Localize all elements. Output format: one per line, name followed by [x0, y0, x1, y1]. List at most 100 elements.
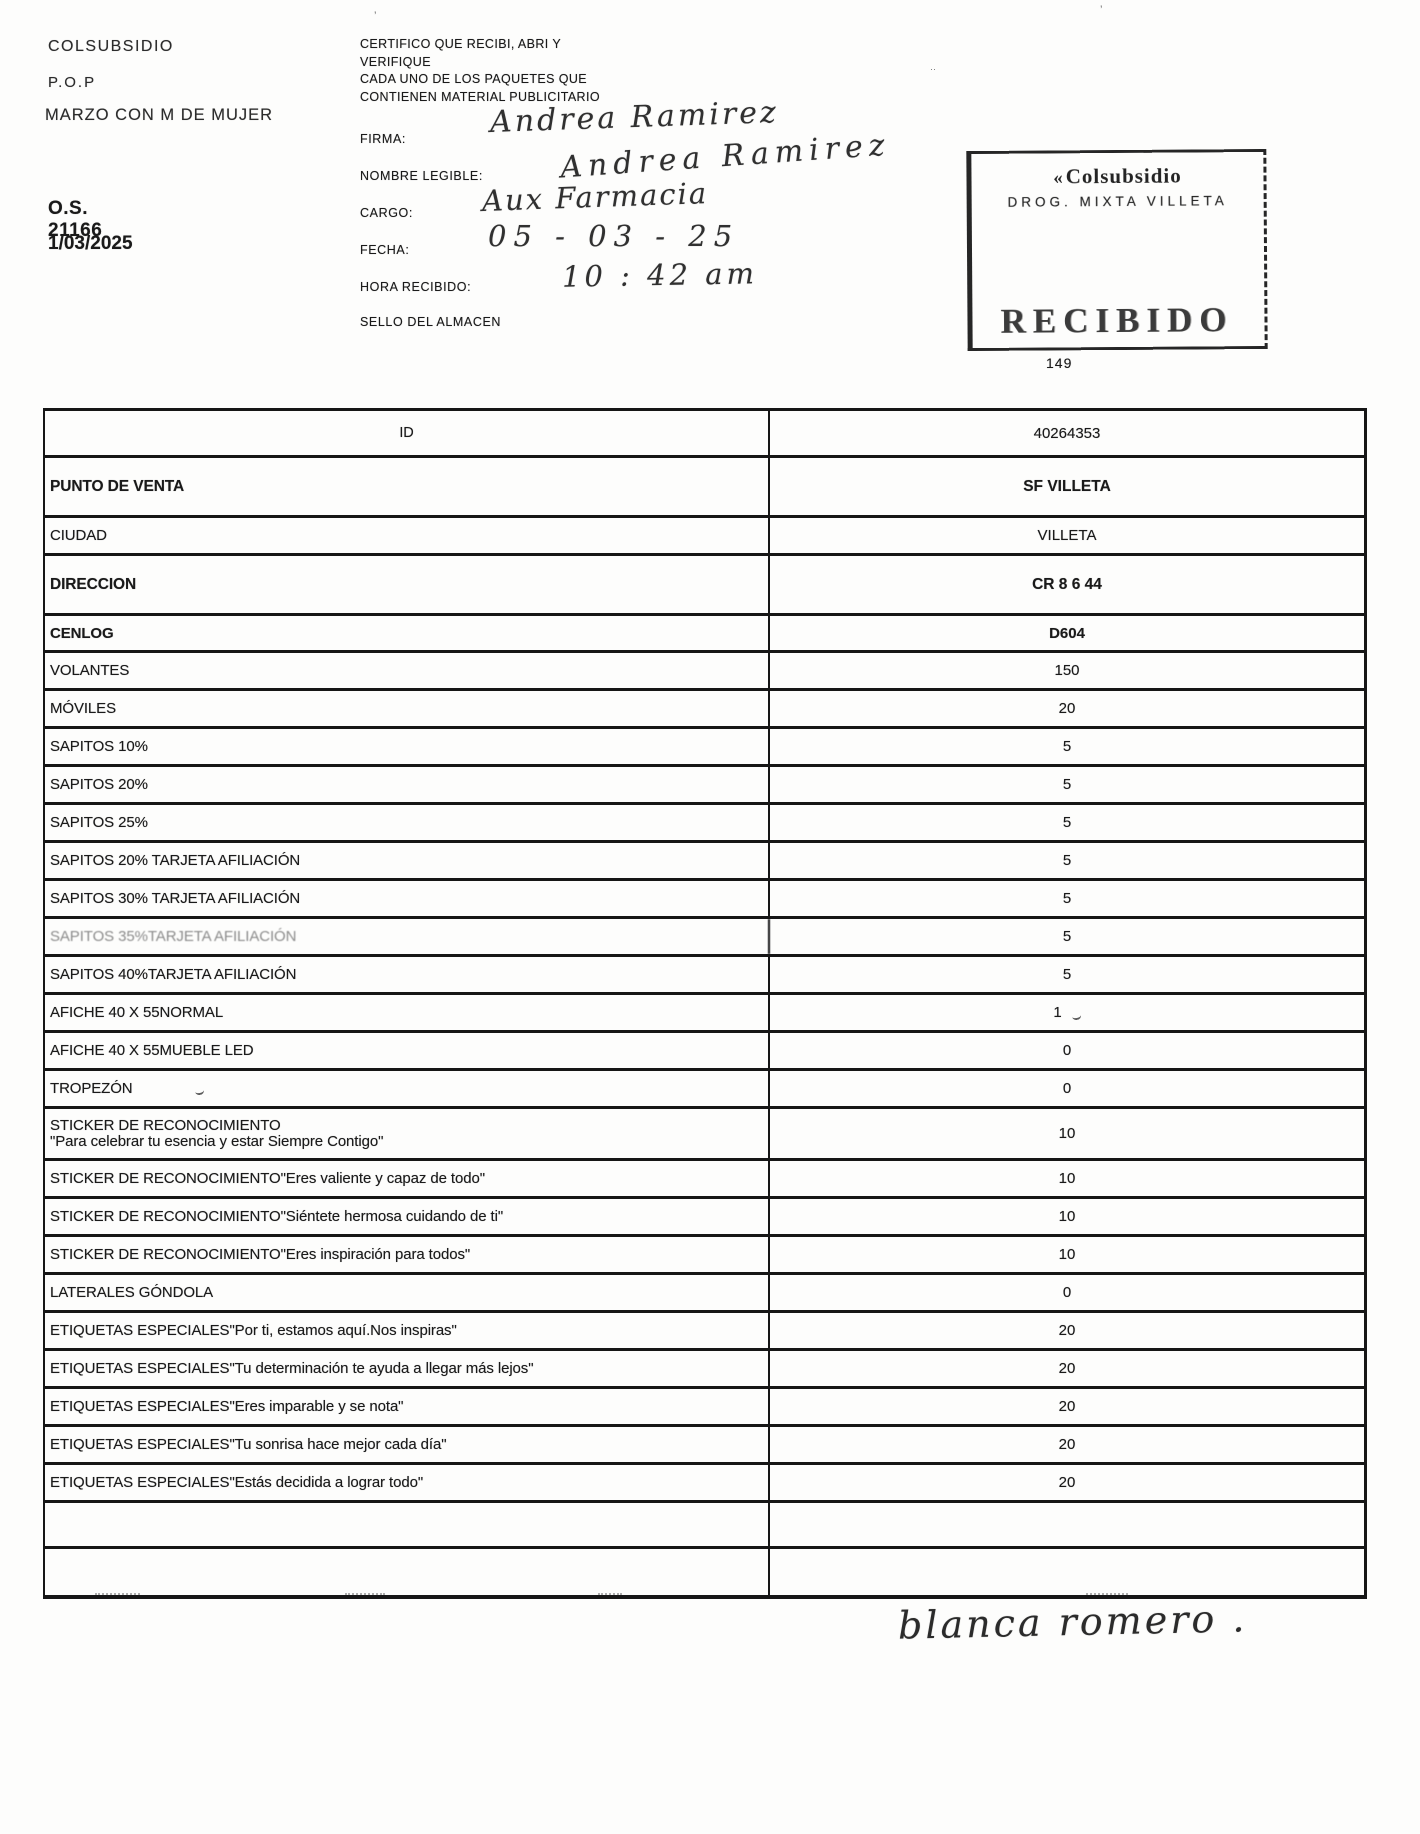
row-label: STICKER DE RECONOCIMIENTO — [50, 1116, 281, 1134]
colsubsidio-logo-icon: « — [1053, 167, 1064, 189]
row-label: PUNTO DE VENTA — [50, 477, 185, 495]
order-date: 1/03/2025 — [48, 233, 133, 254]
row-label: DIRECCION — [50, 575, 137, 593]
row-value: 20 — [1058, 1360, 1076, 1377]
row-value-cell: 40264353 — [770, 411, 1364, 455]
table-row: SAPITOS 40%TARJETA AFILIACIÓN 5 — [45, 957, 1364, 995]
handwritten-value: Andrea Ramirez — [559, 127, 892, 186]
handwritten-value: 05 - 03 - 25 — [488, 219, 740, 253]
certification-line: CERTIFICO QUE RECIBI, ABRI Y — [360, 37, 562, 51]
field-label: FECHA: — [360, 243, 410, 257]
row-label-cell — [45, 1503, 770, 1546]
certification-field: HORA RECIBIDO: 10 : 42 am — [360, 256, 758, 296]
campaign-name: MARZO CON M DE MUJER — [45, 106, 274, 124]
row-label-cell: SAPITOS 20% TARJETA AFILIACIÓN — [45, 843, 770, 878]
row-label-cell: VOLANTES — [45, 653, 770, 688]
row-value-cell: 5 — [770, 919, 1364, 954]
certification-field: FECHA: 05 - 03 - 25 — [360, 219, 732, 259]
program-label: P.O.P — [48, 74, 97, 91]
row-value-cell: 5 — [770, 843, 1364, 878]
row-label-cell — [45, 1549, 770, 1595]
row-label: LATERALES GÓNDOLA — [50, 1284, 214, 1301]
certification-field: CARGO: Aux Farmacia — [360, 176, 709, 222]
row-value: 5 — [1062, 814, 1072, 831]
row-label-cell: STICKER DE RECONOCIMIENTO"Eres inspiraci… — [45, 1237, 770, 1272]
reception-stamp: «Colsubsidio DROG. MIXTA VILLETA RECIBID… — [966, 148, 1268, 352]
row-label-cell: LATERALES GÓNDOLA — [45, 1275, 770, 1310]
row-label-cell: SAPITOS 40%TARJETA AFILIACIÓN — [45, 957, 770, 992]
row-value: 20 — [1058, 1436, 1076, 1453]
table-row: ETIQUETAS ESPECIALES"Eres imparable y se… — [45, 1389, 1364, 1427]
table-row: CENLOG D604 — [45, 616, 1364, 653]
row-label-cell: ETIQUETAS ESPECIALES"Tu determinación te… — [45, 1351, 770, 1386]
table-row: SAPITOS 20% TARJETA AFILIACIÓN 5 — [45, 843, 1364, 881]
row-value: 20 — [1058, 1474, 1076, 1491]
table-row: STICKER DE RECONOCIMIENTO"Eres inspiraci… — [45, 1237, 1364, 1275]
scan-speck: ·· — [930, 64, 936, 74]
handwritten-value: 10 : 42 am — [561, 256, 759, 294]
row-value: CR 8 6 44 — [1032, 575, 1102, 593]
table-row: ETIQUETAS ESPECIALES"Tu sonrisa hace mej… — [45, 1427, 1364, 1465]
scan-smudge — [598, 1593, 622, 1595]
row-label-cell: TROPEZÓN — [45, 1071, 770, 1106]
table-row: TROPEZÓN 0 — [45, 1071, 1364, 1109]
field-label: HORA RECIBIDO: — [360, 280, 472, 294]
table-row: PUNTO DE VENTA SF VILLETA — [45, 458, 1364, 518]
field-label: NOMBRE LEGIBLE: — [360, 169, 483, 183]
row-label: ID — [399, 425, 414, 441]
row-label-cell: PUNTO DE VENTA — [45, 458, 770, 515]
row-label-cell: STICKER DE RECONOCIMIENTO"Eres valiente … — [45, 1161, 770, 1196]
stamp-status: RECIBIDO — [1000, 300, 1234, 341]
row-value-cell: 0 — [770, 1033, 1364, 1068]
row-label-cell: SAPITOS 30% TARJETA AFILIACIÓN — [45, 881, 770, 916]
row-value-cell: 20 — [770, 1465, 1364, 1500]
row-value-cell: VILLETA — [770, 518, 1364, 553]
row-value: 20 — [1058, 1398, 1076, 1415]
row-label: ETIQUETAS ESPECIALES"Por ti, estamos aqu… — [50, 1322, 457, 1339]
ink-mark — [193, 1085, 205, 1096]
row-value-cell: 10 — [770, 1109, 1364, 1158]
table-row: VOLANTES 150 — [45, 653, 1364, 691]
table-row: SAPITOS 10% 5 — [45, 729, 1364, 767]
row-label: STICKER DE RECONOCIMIENTO"Eres valiente … — [50, 1170, 485, 1187]
row-value-cell: 5 — [770, 957, 1364, 992]
row-value-cell: 20 — [770, 1351, 1364, 1386]
stamp-brand-text: Colsubsidio — [1065, 163, 1182, 189]
row-label: MÓVILES — [50, 700, 116, 717]
row-label-cell: DIRECCION — [45, 556, 770, 613]
scan-smudge — [1086, 1593, 1128, 1595]
table-row: ETIQUETAS ESPECIALES"Por ti, estamos aqu… — [45, 1313, 1364, 1351]
row-value: 5 — [1062, 890, 1072, 907]
row-label: AFICHE 40 X 55MUEBLE LED — [50, 1042, 254, 1059]
row-value: 20 — [1058, 1322, 1076, 1339]
row-label: AFICHE 40 X 55NORMAL — [50, 1004, 224, 1021]
table-row: SAPITOS 30% TARJETA AFILIACIÓN 5 — [45, 881, 1364, 919]
row-value-cell: D604 — [770, 616, 1364, 650]
field-label: SELLO DEL ALMACEN — [360, 315, 502, 329]
row-label: SAPITOS 20% TARJETA AFILIACIÓN — [50, 852, 301, 869]
row-label-cell: STICKER DE RECONOCIMIENTO "Para celebrar… — [45, 1109, 770, 1158]
row-label-cell: STICKER DE RECONOCIMIENTO"Siéntete hermo… — [45, 1199, 770, 1234]
table-row: SAPITOS 35%TARJETA AFILIACIÓN 5 — [45, 919, 1364, 957]
row-value: 5 — [1062, 738, 1072, 755]
row-label-cell: ETIQUETAS ESPECIALES"Tu sonrisa hace mej… — [45, 1427, 770, 1462]
row-value-cell: 20 — [770, 1427, 1364, 1462]
material-table: ID 40264353 PUNTO DE VENTA SF VILLETA CI… — [43, 408, 1367, 1599]
row-label-cell: ETIQUETAS ESPECIALES"Por ti, estamos aqu… — [45, 1313, 770, 1348]
row-value: 0 — [1062, 1080, 1072, 1097]
row-label-cell: SAPITOS 35%TARJETA AFILIACIÓN — [45, 919, 770, 954]
row-value: 20 — [1058, 700, 1076, 717]
row-value-cell: 5 — [770, 729, 1364, 764]
row-label: ETIQUETAS ESPECIALES"Tu determinación te… — [50, 1360, 534, 1377]
scan-speck: ’ — [374, 10, 377, 22]
row-label: SAPITOS 40%TARJETA AFILIACIÓN — [50, 966, 297, 983]
scan-speck: ’ — [1100, 4, 1103, 16]
row-value-cell: 0 — [770, 1071, 1364, 1106]
company-name: COLSUBSIDIO — [48, 38, 174, 55]
field-label: FIRMA: — [360, 132, 406, 146]
handwritten-value: Aux Farmacia — [481, 176, 709, 218]
certification-field: NOMBRE LEGIBLE: Andrea Ramirez — [360, 128, 892, 186]
order-number: O.S. 21166 — [48, 198, 103, 241]
row-value-cell: 0 — [770, 1275, 1364, 1310]
